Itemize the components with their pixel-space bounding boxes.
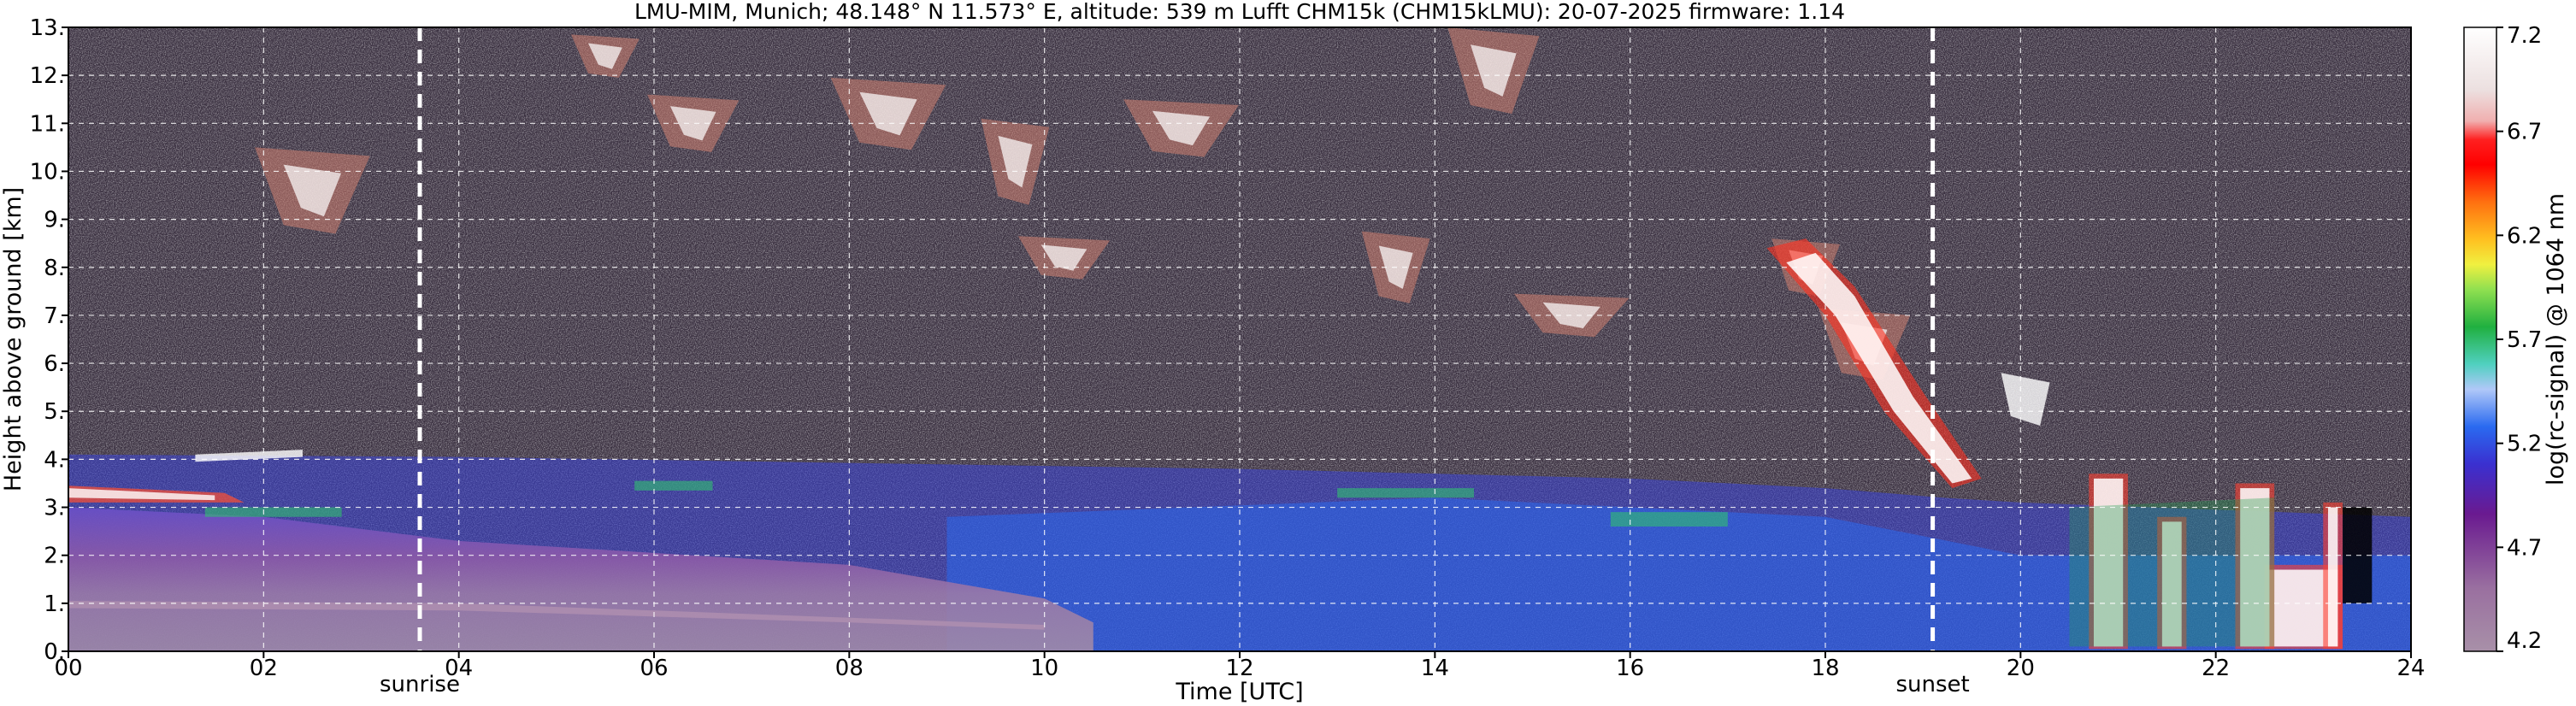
x-axis-label: Time [UTC]: [1175, 679, 1303, 705]
cirrus: [669, 106, 716, 141]
colorbar-tick-label: 4.2: [2507, 628, 2542, 654]
convective-cloud: [2240, 488, 2270, 647]
y-tick-label: 3.: [44, 496, 65, 521]
colorbar-tick-label: 7.2: [2507, 23, 2542, 49]
boundary-layer-band: [68, 601, 1045, 630]
cirrus: [1152, 110, 1211, 146]
convective-cloud: [2161, 521, 2182, 647]
convective-cloud: [2327, 507, 2338, 647]
colorbar-tick-label: 6.2: [2507, 223, 2542, 249]
y-tick-label: 13.: [30, 15, 65, 41]
aerosol-patch: [634, 480, 713, 491]
colorbar-tick-label: 6.7: [2507, 120, 2542, 145]
x-tick-label: 06: [640, 656, 668, 681]
convective-cloud: [2093, 478, 2124, 647]
x-tick-label: 24: [2396, 656, 2425, 681]
colorbar-tick-label: 4.7: [2507, 535, 2542, 561]
x-tick-label: 14: [1421, 656, 1449, 681]
x-tick-label: 12: [1225, 656, 1253, 681]
colorbar-label: log(rc-signal) @ 1064 nm: [2543, 193, 2569, 485]
y-axis-ticks: 0. 1. 2. 3. 4. 5. 6. 7. 8. 9. 10. 11. 12. 13.: [30, 15, 68, 665]
x-tick-label: 10: [1030, 656, 1058, 681]
cirrus: [283, 164, 342, 217]
aerosol-layer: [946, 497, 2411, 651]
convective-aerosol: [2069, 497, 2275, 647]
colorbar-tick-label: 5.2: [2507, 432, 2542, 457]
x-tick-label: 18: [1811, 656, 1839, 681]
x-tick-label: 04: [445, 656, 473, 681]
y-tick-label: 9.: [44, 208, 65, 233]
y-tick-label: 10.: [30, 159, 65, 185]
y-tick-label: 12.: [30, 63, 65, 89]
y-tick-label: 4.: [44, 447, 65, 473]
colorbar: 4.2 4.7 5.2 5.7 6.2 6.7 7.2 log(rc-signal) @ 1…: [2463, 23, 2569, 654]
marker-label-sunrise: sunrise: [380, 672, 460, 697]
marker-label-sunset: sunset: [1895, 672, 1969, 697]
plot-area: [68, 26, 2412, 652]
y-tick-label: 2.: [44, 544, 65, 569]
y-tick-label: 11.: [30, 111, 65, 137]
cloud: [1786, 252, 1972, 484]
colorbar-tick-label: 5.7: [2507, 327, 2542, 353]
convective-cloud: [2269, 569, 2338, 647]
y-tick-label: 1.: [44, 591, 65, 617]
x-tick-label: 00: [54, 656, 82, 681]
boundary-layer: [68, 507, 1093, 651]
cirrus: [587, 43, 622, 69]
x-tick-label: 02: [250, 656, 278, 681]
cirrus: [1542, 302, 1600, 329]
x-tick-label: 16: [1616, 656, 1644, 681]
chart-title: LMU-MIM, Munich; 48.148° N 11.573° E, al…: [634, 0, 1845, 24]
x-tick-label: 22: [2202, 656, 2230, 681]
x-axis-ticks: 00 02 04 06 08 10 12 14 16 18 20 22 24: [54, 651, 2426, 681]
cloud: [68, 488, 215, 501]
aerosol-patch: [204, 507, 342, 517]
y-tick-label: 6.: [44, 351, 65, 377]
cirrus: [859, 91, 917, 136]
y-tick-label: 5.: [44, 399, 65, 425]
y-axis-label: Height above ground [km]: [0, 187, 27, 491]
aerosol-patch: [1337, 488, 1474, 498]
x-tick-label: 08: [835, 656, 864, 681]
cirrus: [1040, 244, 1088, 271]
y-tick-label: 0.: [44, 639, 65, 665]
cloud: [2001, 373, 2050, 427]
cloud: [195, 450, 303, 462]
y-tick-label: 8.: [44, 256, 65, 281]
x-tick-label: 20: [2007, 656, 2035, 681]
aerosol-patch: [1610, 512, 1728, 527]
y-tick-label: 7.: [44, 303, 65, 329]
cirrus: [1471, 44, 1517, 97]
cirrus: [998, 135, 1033, 188]
